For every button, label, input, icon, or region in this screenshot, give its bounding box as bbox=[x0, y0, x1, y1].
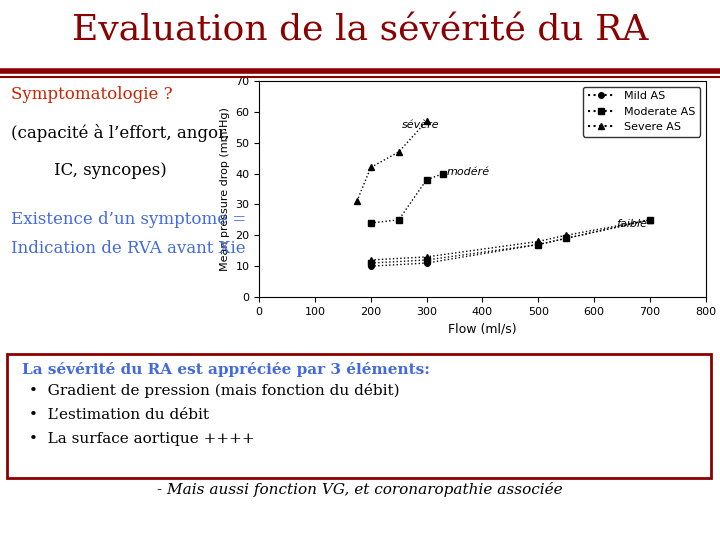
Text: - Mais aussi fonction VG, et coronaropathie associée: - Mais aussi fonction VG, et coronaropat… bbox=[157, 482, 563, 497]
Mild AS bbox=[645, 217, 654, 223]
Text: La sévérité du RA est appréciée par 3 éléments:: La sévérité du RA est appréciée par 3 él… bbox=[22, 362, 429, 377]
Severe AS bbox=[353, 198, 361, 205]
Text: Indication de RVA avant Xie: Indication de RVA avant Xie bbox=[11, 240, 246, 257]
Text: •  La surface aortique ++++: • La surface aortique ++++ bbox=[29, 432, 254, 446]
Severe AS bbox=[422, 118, 431, 124]
Text: Evaluation de la sévérité du RA: Evaluation de la sévérité du RA bbox=[72, 14, 648, 48]
Line: Severe AS: Severe AS bbox=[354, 118, 429, 204]
Line: Mild AS: Mild AS bbox=[368, 217, 652, 269]
Mild AS bbox=[422, 260, 431, 266]
Mild AS bbox=[534, 241, 543, 248]
Line: Moderate AS: Moderate AS bbox=[368, 171, 446, 226]
Text: modéré: modéré bbox=[446, 167, 490, 177]
Mild AS bbox=[366, 263, 375, 269]
Text: faible: faible bbox=[616, 219, 647, 229]
Mild AS bbox=[562, 235, 570, 241]
X-axis label: Flow (ml/s): Flow (ml/s) bbox=[448, 322, 517, 335]
Text: •  L’estimation du débit: • L’estimation du débit bbox=[29, 408, 209, 422]
Moderate AS bbox=[422, 177, 431, 183]
Legend: Mild AS, Moderate AS, Severe AS: Mild AS, Moderate AS, Severe AS bbox=[583, 86, 700, 137]
Moderate AS bbox=[439, 170, 448, 177]
Text: (capacité à l’effort, angor,: (capacité à l’effort, angor, bbox=[11, 124, 230, 142]
Text: IC, syncopes): IC, syncopes) bbox=[54, 162, 167, 179]
Severe AS bbox=[395, 148, 403, 155]
Text: Symptomatologie ?: Symptomatologie ? bbox=[11, 86, 172, 103]
Text: Existence d’un symptome =: Existence d’un symptome = bbox=[11, 211, 246, 227]
Y-axis label: Mean pressure drop (mm Hg): Mean pressure drop (mm Hg) bbox=[220, 107, 230, 271]
Moderate AS bbox=[366, 220, 375, 226]
Severe AS bbox=[366, 164, 375, 171]
Moderate AS bbox=[395, 217, 403, 223]
Text: •  Gradient de pression (mais fonction du débit): • Gradient de pression (mais fonction du… bbox=[29, 383, 400, 399]
Text: sévère: sévère bbox=[402, 120, 439, 130]
